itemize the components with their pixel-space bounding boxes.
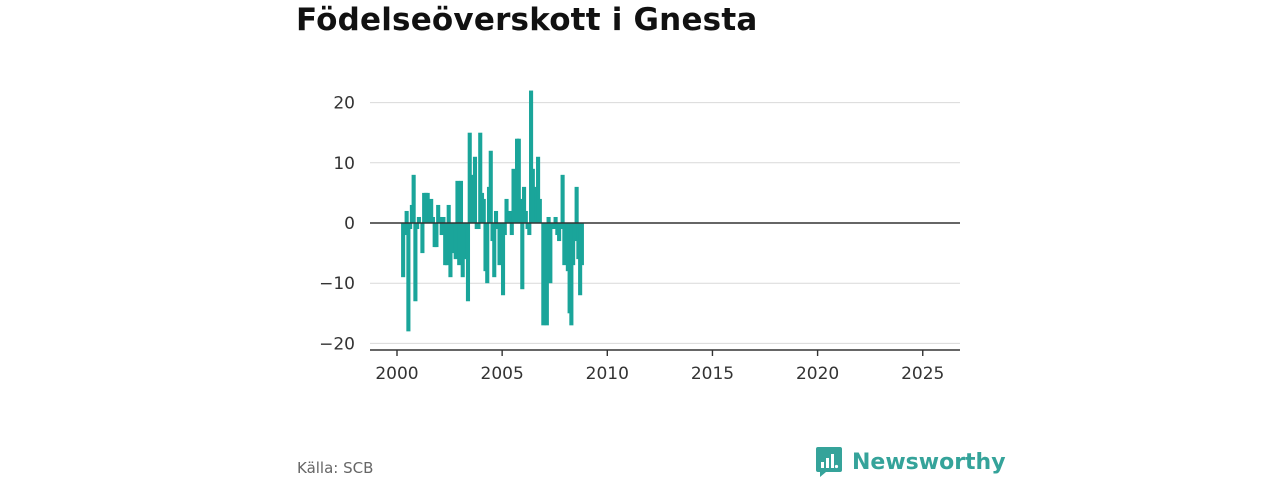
bar <box>406 223 411 332</box>
bar <box>439 223 444 236</box>
bar <box>458 180 464 223</box>
bar <box>404 210 409 223</box>
bar <box>488 150 493 223</box>
bar <box>476 223 481 230</box>
bar <box>504 198 509 223</box>
bar <box>527 223 532 236</box>
bar-chart-speech-bubble-icon <box>816 447 842 477</box>
bar <box>518 198 523 223</box>
bar <box>551 223 556 230</box>
bar <box>537 198 542 223</box>
bar <box>413 223 418 302</box>
bar <box>444 223 449 266</box>
brand-name: Newsworthy <box>852 449 1006 475</box>
bar <box>523 210 528 223</box>
bar <box>493 210 499 223</box>
x-tick-label: 2015 <box>691 364 734 384</box>
bar <box>541 223 546 326</box>
y-tick-label: −20 <box>319 334 355 354</box>
bar <box>455 180 460 223</box>
y-tick-label: 10 <box>333 154 355 174</box>
bars <box>401 90 584 332</box>
y-tick-label: −10 <box>319 274 355 294</box>
bar <box>481 198 486 223</box>
bar <box>536 156 541 223</box>
bar <box>560 174 565 223</box>
bar <box>457 223 462 266</box>
bar <box>415 223 420 230</box>
bar <box>478 132 483 223</box>
bar <box>500 223 506 296</box>
x-tick-label: 2010 <box>586 364 629 384</box>
bar <box>572 223 577 242</box>
bar <box>429 198 434 223</box>
bar <box>450 223 455 254</box>
bar <box>492 223 497 278</box>
bar <box>529 90 534 223</box>
bar <box>569 223 574 326</box>
bar <box>502 223 507 236</box>
source-label: Källa: SCB <box>297 459 374 477</box>
bar <box>557 223 562 242</box>
bar <box>497 223 502 266</box>
x-tick-label: 2025 <box>901 364 944 384</box>
bar <box>436 204 441 223</box>
chart-title: Födelseöverskott i Gnesta <box>296 2 758 38</box>
bar <box>485 223 490 284</box>
bar <box>509 223 514 236</box>
bar <box>522 186 527 223</box>
bar <box>511 168 516 223</box>
bar <box>408 223 413 230</box>
bar <box>558 223 563 230</box>
bar <box>437 216 442 223</box>
bar <box>520 223 525 290</box>
bar <box>441 216 446 223</box>
bar <box>401 223 406 278</box>
x-tick-label: 2020 <box>796 364 839 384</box>
y-tick-label: 20 <box>333 94 355 114</box>
bar <box>420 223 425 254</box>
bar <box>430 216 435 223</box>
bar <box>453 223 458 260</box>
axes <box>370 222 960 356</box>
bar <box>446 204 451 223</box>
bar <box>553 216 558 223</box>
bar <box>544 223 549 326</box>
bar <box>507 210 513 223</box>
bar <box>465 223 471 302</box>
bar <box>416 216 421 223</box>
bar <box>472 156 478 223</box>
x-tick-label: 2005 <box>481 364 524 384</box>
bar <box>467 132 472 223</box>
x-tick-label: 2000 <box>375 364 418 384</box>
bar <box>546 216 551 223</box>
bar <box>579 223 584 266</box>
brand-logo: Newsworthy <box>815 446 1006 478</box>
bar <box>571 223 576 266</box>
bar <box>434 223 439 248</box>
bar <box>402 223 407 236</box>
bar <box>516 138 521 223</box>
y-tick-label: 0 <box>344 214 355 234</box>
bar <box>574 186 579 223</box>
bar <box>548 223 553 284</box>
bar <box>411 174 416 223</box>
